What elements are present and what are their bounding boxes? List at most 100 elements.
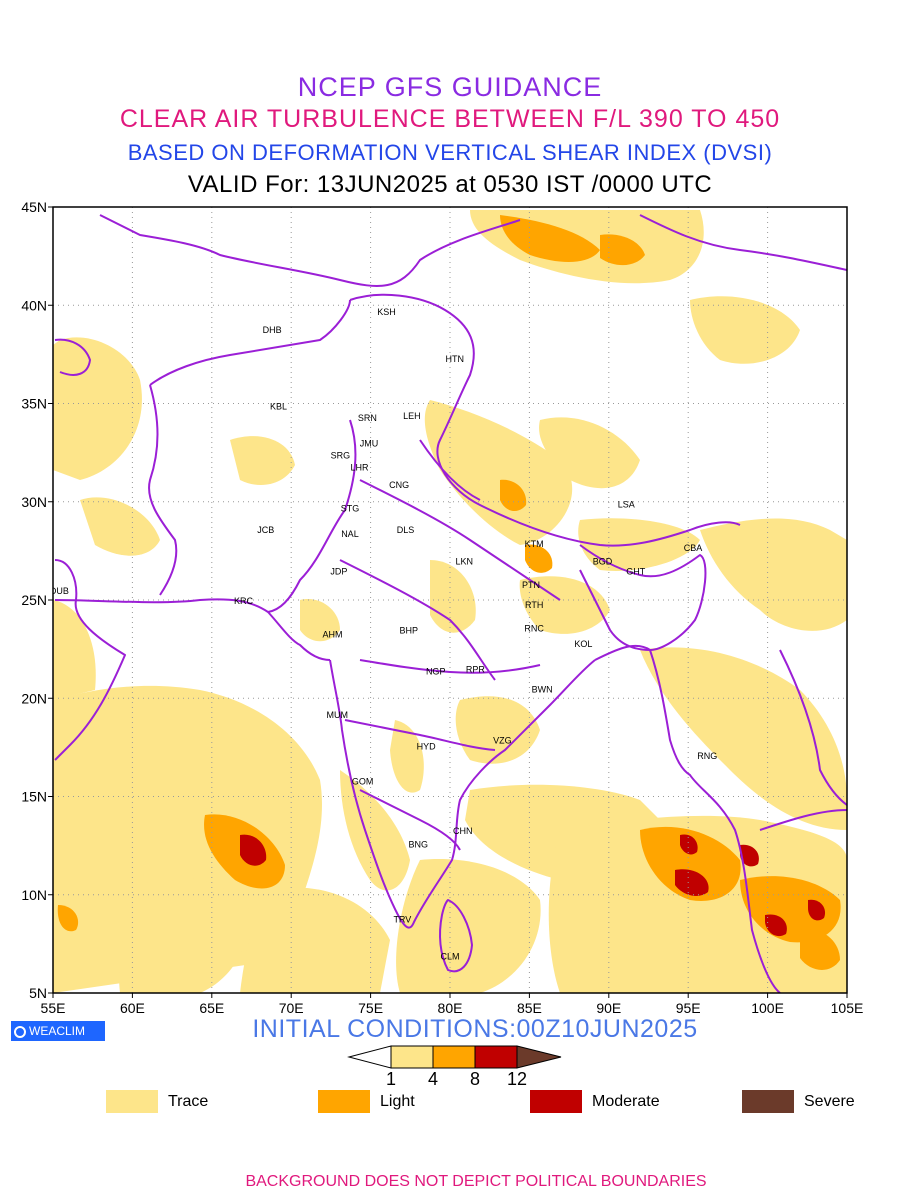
station-label: STG [341, 504, 360, 514]
bay-east-coast [594, 644, 781, 993]
moderate-areas [240, 834, 826, 937]
colorbar-segment [432, 1045, 476, 1069]
station-label: NAL [341, 529, 359, 539]
x-tick-label: 90E [596, 1000, 621, 1016]
x-tick-label: 100E [751, 1000, 784, 1016]
station-label: PTN [522, 580, 540, 590]
weaclim-label: WEACLIM [29, 1024, 86, 1038]
station-label: KBL [270, 401, 287, 411]
title-turbulence: CLEAR AIR TURBULENCE BETWEEN F/L 390 TO … [119, 105, 781, 133]
station-label: BGD [593, 557, 613, 567]
station-label: DLS [397, 525, 415, 535]
station-label: KOL [574, 639, 592, 649]
china-north-boundary [99, 214, 521, 287]
colorbar-segment [390, 1045, 434, 1069]
y-tick-label: 40N [21, 297, 47, 313]
x-tick-label: 105E [831, 1000, 864, 1016]
mongolia-boundary [639, 214, 847, 271]
station-label: AHM [322, 629, 342, 639]
internal-boundary-3 [359, 659, 541, 674]
station-label: NGP [426, 667, 446, 677]
boundary-lines [54, 214, 847, 993]
legend-trace-label: Trace [168, 1093, 209, 1110]
y-tick-label: 15N [21, 789, 47, 805]
internal-boundary-1 [359, 479, 561, 601]
x-tick-label: 95E [676, 1000, 701, 1016]
station-label: KRC [234, 596, 254, 606]
station-label: SRG [331, 451, 351, 461]
station-label: RTH [525, 600, 543, 610]
northeast-india [579, 544, 707, 651]
sri-lanka-outline [439, 899, 473, 973]
indus-boundary [267, 419, 357, 613]
initial-conditions: INITIAL CONDITIONS:00Z10JUN2025 [252, 1015, 698, 1043]
station-label: VZG [493, 735, 512, 745]
map-axes: 55E 60E 65E 70E 75E 80E 85E 90E 95E 100E 105E 45N 40… [21, 199, 863, 1016]
title-index: BASED ON DEFORMATION VERTICAL SHEAR INDE… [127, 140, 773, 165]
station-label: RPR [466, 665, 486, 675]
internal-boundary-5 [359, 789, 461, 851]
legend-trace-swatch [106, 1090, 158, 1113]
station-label: BHP [399, 625, 418, 635]
colorbar-tick-label: 4 [428, 1069, 438, 1089]
arabian-coast-north [54, 598, 331, 661]
x-tick-label: 80E [438, 1000, 463, 1016]
colorbar: 1 4 8 12 [347, 1045, 562, 1089]
station-label: RNG [697, 751, 717, 761]
x-tick-label: 75E [358, 1000, 383, 1016]
station-label: LKN [456, 557, 474, 567]
station-label: GHT [626, 566, 646, 576]
legend-moderate-swatch [530, 1090, 582, 1113]
weaclim-badge: WEACLIM [11, 1021, 105, 1041]
internal-boundary-2 [339, 559, 496, 681]
y-tick-label: 5N [29, 985, 47, 1001]
station-label: KSH [377, 307, 396, 317]
station-label: HYD [417, 741, 437, 751]
legend-light-swatch [318, 1090, 370, 1113]
station-label: DHB [263, 325, 282, 335]
station-label: JCB [257, 525, 274, 535]
laos-vietnam-boundary [779, 649, 847, 806]
legend-light-label: Light [380, 1093, 415, 1110]
y-tick-label: 30N [21, 494, 47, 510]
himalaya-boundary [349, 293, 741, 547]
indochina-coast [759, 809, 847, 831]
trace-areas [53, 210, 847, 993]
station-label: CLM [440, 952, 459, 962]
station-label: CBA [684, 543, 703, 553]
colorbar-segment [474, 1045, 518, 1069]
x-tick-label: 60E [120, 1000, 145, 1016]
station-label: CHN [453, 826, 473, 836]
arabia-coast [54, 559, 126, 761]
station-label: BWN [532, 684, 553, 694]
colorbar-high-arrow [516, 1045, 562, 1069]
x-tick-label: 65E [199, 1000, 224, 1016]
station-label: TRV [393, 914, 411, 924]
y-tick-label: 10N [21, 887, 47, 903]
turbulence-fill-layer [53, 210, 847, 993]
station-label: JMU [360, 439, 379, 449]
colorbar-tick-label: 8 [470, 1069, 480, 1089]
station-label: HTN [446, 354, 465, 364]
station-label: LSA [618, 500, 635, 510]
colorbar-low-arrow [347, 1045, 392, 1069]
footer-disclaimer: BACKGROUND DOES NOT DEPICT POLITICAL BOU… [245, 1173, 707, 1190]
pakistan-boundary [148, 384, 178, 596]
station-label: DUB [50, 586, 69, 596]
y-tick-label: 20N [21, 690, 47, 706]
x-tick-label: 85E [517, 1000, 542, 1016]
circle-logo-icon [14, 1025, 26, 1038]
x-tick-label: 55E [41, 1000, 66, 1016]
station-label: LEH [403, 411, 421, 421]
station-label: CNG [389, 480, 409, 490]
station-label: SRN [358, 413, 377, 423]
india-coastline [329, 659, 596, 929]
colorbar-tick-label: 12 [507, 1069, 527, 1089]
caspian-outline [54, 338, 91, 376]
internal-boundary-4 [344, 719, 496, 751]
y-tick-label: 25N [21, 592, 47, 608]
tibet-boundary [419, 439, 481, 501]
